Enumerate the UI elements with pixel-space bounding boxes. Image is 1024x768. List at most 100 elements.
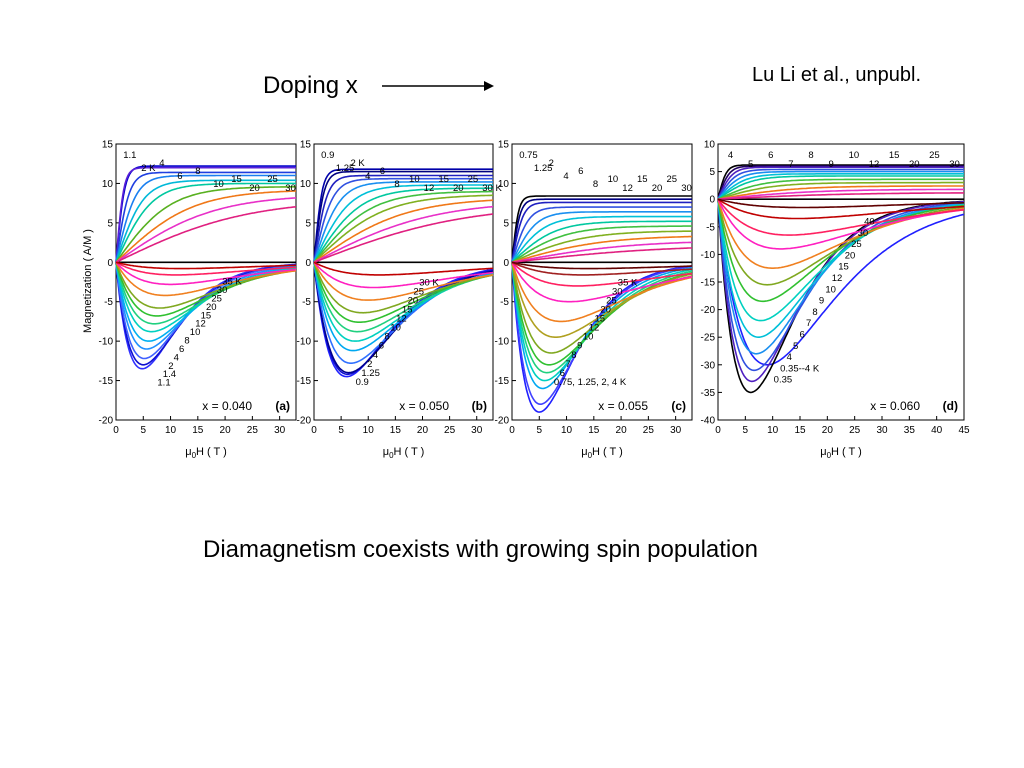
temperature-label-upper: 20 — [453, 183, 464, 194]
curve-upper-10 — [313, 187, 493, 263]
curve-upper-8 — [717, 170, 964, 200]
curve-lower-15 — [511, 262, 693, 323]
curve-lower-25 — [313, 261, 494, 289]
x-tick-label: 25 — [643, 425, 655, 436]
temperature-label-upper: 8 — [394, 179, 399, 190]
y-tick-label: -35 — [701, 388, 716, 399]
y-tick-label: 15 — [498, 140, 510, 151]
y-tick-label: -20 — [99, 416, 114, 427]
curve-lower-20 — [511, 261, 693, 303]
temperature-label-lower: 35 K — [618, 277, 638, 288]
temperature-label-lower: 9 — [819, 296, 824, 307]
y-tick-label: -30 — [701, 360, 716, 371]
doping-label: Doping x — [263, 72, 358, 99]
x-tick-label: 0 — [113, 425, 119, 436]
temperature-label-upper: 1.1 — [123, 150, 136, 161]
y-tick-label: 10 — [102, 179, 114, 190]
curve-upper-1.25 — [313, 170, 493, 263]
curve-upper-8 — [115, 179, 296, 263]
curve-upper-25 — [717, 188, 964, 200]
temperature-label-lower: 30 — [217, 285, 228, 296]
curve-lower-30 — [511, 261, 692, 276]
x-tick-label: 35 — [904, 425, 916, 436]
curve-upper-0.75 — [511, 195, 692, 263]
temperature-label-upper: 4 — [728, 150, 733, 161]
x-tick-label: 20 — [616, 425, 628, 436]
temperature-label-upper: 10 — [608, 174, 619, 185]
temperature-label-lower: 7 — [806, 318, 811, 329]
curve-upper-12 — [313, 190, 493, 263]
temperature-label-upper: 15 — [438, 174, 449, 185]
curve-lower-4 — [511, 262, 693, 405]
temperature-label-upper: 8 — [195, 166, 200, 177]
temperature-label-lower: 1.25 — [361, 368, 380, 379]
curve-upper-8 — [511, 215, 692, 263]
curve-lower-35 — [115, 261, 296, 270]
temperature-label-upper: 4 — [365, 171, 370, 182]
curve-upper-7 — [717, 168, 964, 200]
temperature-label-lower: 9 — [577, 341, 582, 352]
y-tick-label: -5 — [302, 297, 311, 308]
temperature-label-upper: 10 — [409, 174, 420, 185]
temperature-label-upper: 20 — [652, 183, 663, 194]
y-tick-label: -5 — [500, 297, 509, 308]
panel-label: (b) — [472, 399, 487, 413]
x-axis-label: μ0H ( T ) — [581, 446, 623, 460]
temperature-label-lower: 30 — [612, 286, 623, 297]
curve-upper-6 — [717, 166, 964, 200]
x-tick-label: 5 — [536, 425, 542, 436]
y-tick-label: -15 — [701, 278, 716, 289]
curve-lower-15 — [313, 262, 494, 314]
x-axis-label: μ0H ( T ) — [820, 446, 862, 460]
temperature-label-upper: 12 — [869, 159, 880, 170]
temperature-label-upper: 15 — [889, 150, 900, 161]
y-tick-label: -40 — [701, 416, 716, 427]
temperature-label-lower: 4 — [174, 352, 179, 363]
curve-upper-9 — [717, 173, 964, 200]
temperature-label-upper: 8 — [593, 179, 598, 190]
y-tick-label: 0 — [503, 258, 509, 269]
temperature-label-lower: 15 — [838, 262, 849, 273]
temperature-label-lower: 25 — [413, 286, 424, 297]
temperature-label-lower: 8 — [812, 307, 817, 318]
curve-upper-12 — [511, 225, 692, 263]
curve-upper-10 — [511, 220, 692, 263]
temperature-label-upper: 10 — [213, 179, 224, 190]
x-tick-label: 15 — [588, 425, 600, 436]
curve-upper-25 — [511, 241, 693, 264]
temperature-label-lower: 10 — [190, 327, 201, 338]
plot-frame — [115, 143, 297, 421]
temperature-label-upper: 12 — [424, 183, 435, 194]
temperature-label-upper: 0.9 — [321, 150, 334, 161]
curve-upper-10 — [115, 182, 296, 263]
curve-upper-0.9 — [313, 168, 493, 263]
temperature-label-upper: 4 — [159, 158, 164, 169]
temperature-label-upper: 30 — [285, 183, 296, 194]
y-tick-label: 10 — [704, 140, 716, 151]
x-tick-label: 20 — [417, 425, 429, 436]
temperature-label-lower: 35 K — [222, 277, 242, 288]
temperature-label-lower: 0.75, 1.25, 2, 4 K — [554, 377, 627, 388]
y-tick-label: 5 — [305, 218, 311, 229]
x-tick-label: 30 — [471, 425, 483, 436]
temperature-label-lower: 30 K — [419, 277, 439, 288]
x-axis-label: μ0H ( T ) — [185, 446, 227, 460]
y-tick-label: -25 — [701, 333, 716, 344]
curve-lower-8 — [717, 199, 965, 338]
temperature-label-upper: 6 — [768, 150, 773, 161]
temperature-label-lower: 25 — [606, 295, 617, 306]
temperature-label-lower: 2 — [367, 359, 372, 370]
y-tick-label: -10 — [99, 337, 114, 348]
temperature-label-upper: 25 — [468, 174, 479, 185]
y-tick-label: -20 — [297, 416, 312, 427]
temperature-label-lower: 20 — [845, 250, 856, 261]
temperature-label-upper: 5 — [748, 159, 753, 170]
curve-lower-0.35 — [717, 199, 965, 366]
curve-upper-5 — [717, 165, 964, 200]
y-tick-label: 10 — [300, 179, 312, 190]
temperature-label-lower: 15 — [201, 310, 212, 321]
temperature-label-lower: 6 — [799, 330, 804, 341]
curve-upper-8 — [313, 184, 493, 263]
x-tick-label: 5 — [338, 425, 344, 436]
